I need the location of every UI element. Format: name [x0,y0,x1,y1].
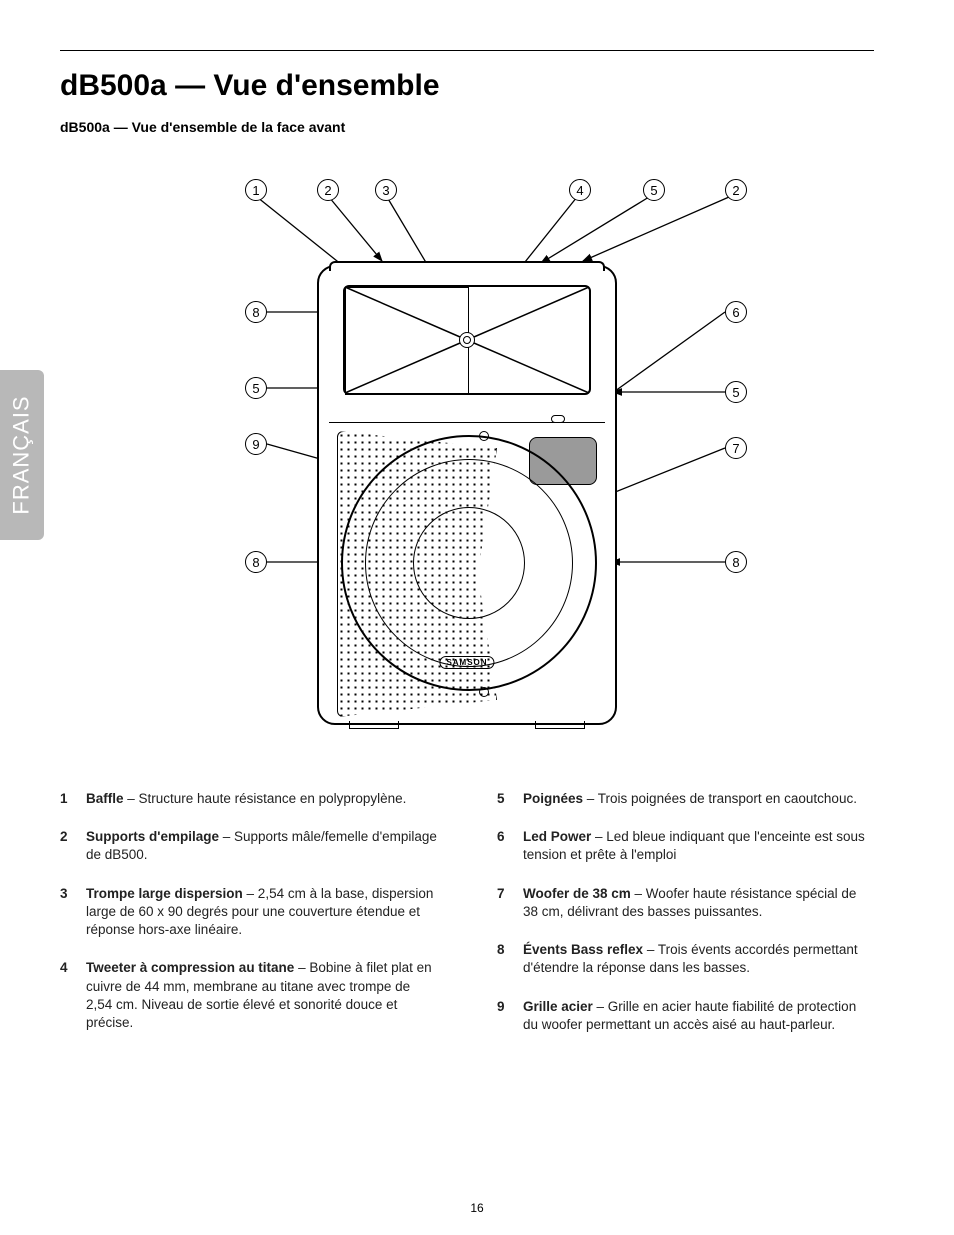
legend-item-4: 4Tweeter à compression au titane – Bobin… [60,959,437,1032]
callout-2: 2 [317,179,339,201]
legend-item-number: 7 [497,885,523,921]
speaker-logo: SAMSON [439,656,494,669]
top-rule [60,50,874,51]
legend-item-5: 5Poignées – Trois poignées de transport … [497,790,874,808]
page-number: 16 [0,1201,954,1215]
callout-7: 7 [725,437,747,459]
legend-item-number: 3 [60,885,86,940]
page-subtitle: dB500a — Vue d'ensemble de la face avant [60,119,874,135]
legend-item-number: 4 [60,959,86,1032]
legend-item-8: 8Évents Bass reflex – Trois évents accor… [497,941,874,977]
legend-item-text: Woofer de 38 cm – Woofer haute résistanc… [523,885,874,921]
legend: 1Baffle – Structure haute résistance en … [60,790,874,1054]
speaker-diagram: SAMSON 1 2 3 4 5 2 8 6 5 5 9 7 8 8 [177,165,757,745]
legend-item-text: Baffle – Structure haute résistance en p… [86,790,406,808]
callout-5: 5 [245,377,267,399]
callout-8: 8 [245,301,267,323]
legend-item-2: 2Supports d'empilage – Supports mâle/fem… [60,828,437,864]
callout-5: 5 [643,179,665,201]
legend-item-6: 6Led Power – Led bleue indiquant que l'e… [497,828,874,864]
legend-col-right: 5Poignées – Trois poignées de transport … [497,790,874,1054]
legend-item-text: Grille acier – Grille en acier haute fia… [523,998,874,1034]
language-tab-label: FRANÇAIS [9,395,35,514]
diagram-container: SAMSON 1 2 3 4 5 2 8 6 5 5 9 7 8 8 [60,165,874,745]
legend-item-7: 7Woofer de 38 cm – Woofer haute résistan… [497,885,874,921]
legend-item-number: 9 [497,998,523,1034]
callout-2: 2 [725,179,747,201]
legend-item-text: Trompe large dispersion – 2,54 cm à la b… [86,885,437,940]
callout-1: 1 [245,179,267,201]
page-title: dB500a — Vue d'ensemble [60,69,874,103]
legend-item-text: Supports d'empilage – Supports mâle/feme… [86,828,437,864]
callout-5: 5 [725,381,747,403]
legend-item-number: 8 [497,941,523,977]
legend-item-9: 9Grille acier – Grille en acier haute fi… [497,998,874,1034]
legend-item-text: Led Power – Led bleue indiquant que l'en… [523,828,874,864]
language-tab: FRANÇAIS [0,370,44,540]
callout-9: 9 [245,433,267,455]
legend-item-1: 1Baffle – Structure haute résistance en … [60,790,437,808]
callout-6: 6 [725,301,747,323]
legend-item-text: Évents Bass reflex – Trois évents accord… [523,941,874,977]
legend-col-left: 1Baffle – Structure haute résistance en … [60,790,437,1054]
callout-8: 8 [245,551,267,573]
callout-8: 8 [725,551,747,573]
legend-item-number: 5 [497,790,523,808]
legend-item-number: 2 [60,828,86,864]
callout-3: 3 [375,179,397,201]
callout-4: 4 [569,179,591,201]
legend-item-number: 1 [60,790,86,808]
legend-item-3: 3Trompe large dispersion – 2,54 cm à la … [60,885,437,940]
legend-item-text: Poignées – Trois poignées de transport e… [523,790,857,808]
legend-item-number: 6 [497,828,523,864]
speaker-illustration: SAMSON [317,265,617,725]
legend-item-text: Tweeter à compression au titane – Bobine… [86,959,437,1032]
